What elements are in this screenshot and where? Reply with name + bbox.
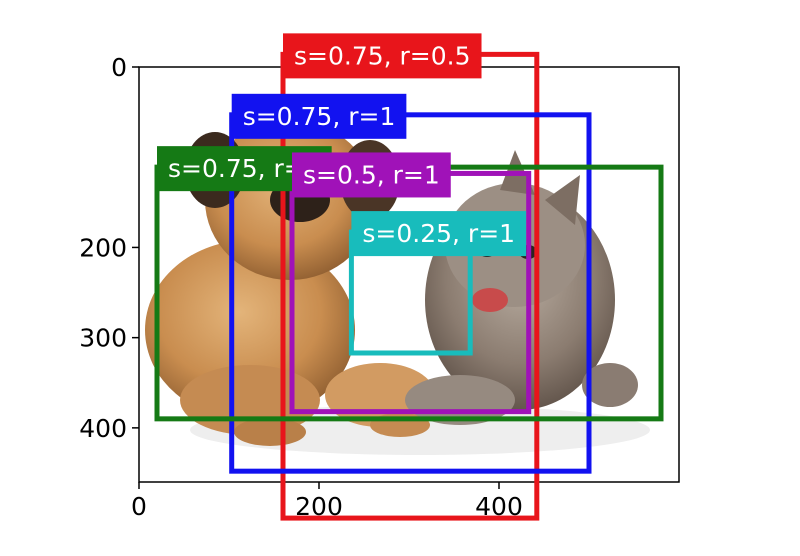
anchor-box-label-background bbox=[231, 93, 407, 139]
x-tick-label: 0 bbox=[131, 492, 147, 521]
anchor-box-label-background bbox=[292, 152, 451, 198]
anchor-box-label-text: s=0.25, r=1 bbox=[362, 219, 515, 248]
anchor-box bbox=[229, 112, 592, 474]
anchor-box-label: s=0.25, r=1 bbox=[351, 211, 527, 257]
anchor-box-label-background bbox=[351, 211, 527, 257]
anchor-box-label: s=0.5, r=1 bbox=[292, 152, 451, 198]
y-tick-label: 0 bbox=[111, 53, 127, 82]
anchor-box-label: s=0.75, r=1 bbox=[231, 93, 407, 139]
anchor-box-label-text: s=0.75, r=0.5 bbox=[294, 41, 471, 70]
y-tick-label: 300 bbox=[79, 324, 127, 353]
y-tick-label: 200 bbox=[79, 233, 127, 262]
anchor-box-labels: s=0.75, r=0.5s=0.75, r=1s=0.75, r=2s=0.5… bbox=[157, 33, 527, 257]
y-tick-label: 400 bbox=[79, 414, 127, 443]
anchor-box-label-text: s=0.75, r=1 bbox=[243, 102, 396, 131]
anchor-box-label: s=0.75, r=0.5 bbox=[283, 33, 482, 79]
anchor-box-label-text: s=0.5, r=1 bbox=[303, 160, 440, 189]
anchor-box-label-background bbox=[283, 33, 482, 79]
